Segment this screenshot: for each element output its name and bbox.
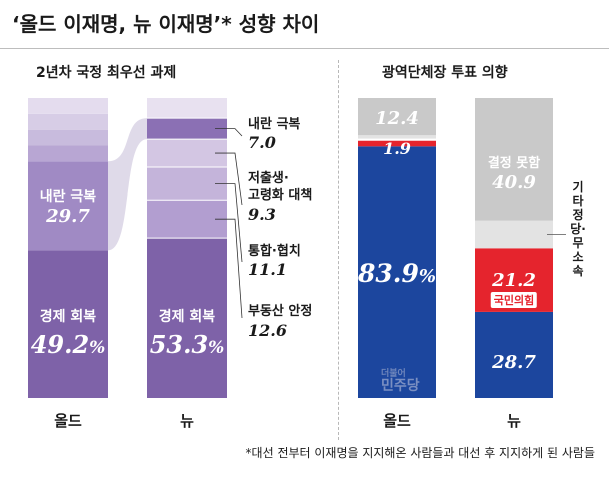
old-other-bar-4 [28,98,108,114]
new-dem-bar [475,311,553,398]
footnote: *대선 전부터 이재명을 지지해온 사람들과 대선 후 지지하게 된 사람들 [245,446,595,460]
ann-tonghap-value: 11.1 [248,260,287,279]
other-party-label: 기타 정당·무소속 [570,180,586,278]
ann-birth-label-2: 고령화 대책 [248,188,313,203]
old-undecided-bar [358,98,436,136]
new-undecided-bar [475,98,553,221]
old-undecided-value: 12.4 [375,108,419,129]
chart-divider [338,60,339,440]
new-birth-bar [147,139,227,167]
left-xlabel-old: 올드 [54,412,82,430]
new-econ-label: 경제 회복 [158,309,216,325]
page-title: ‘올드 이재명, 뉴 이재명’* 성향 차이 [12,12,320,36]
annotation-leader-1 [215,128,243,137]
old-dem-value: 83.9% [358,259,436,288]
ann-tonghap-label: 통합·협치 [248,244,301,259]
naeran-connector [108,118,147,251]
old-ppp-value: 1.9 [383,139,411,158]
old-other-bar-2 [28,129,108,146]
old-econ-value: 49.2% [30,330,106,359]
old-econ-bar [28,250,108,398]
new-tonghap-bar [147,167,227,201]
old-naeran-bar [28,161,108,251]
right-chart-title: 광역단체장 투표 의향 [382,65,508,81]
old-ppp-bar [358,140,436,147]
left-xlabel-new: 뉴 [180,412,194,430]
new-housing-bar [147,200,227,239]
ann-housing-value: 12.6 [248,321,287,340]
new-econ-value: 53.3% [149,330,225,359]
old-naeran-label: 내란 극복 [39,189,97,205]
ann-naeran-label: 내란 극복 [248,117,301,132]
old-dem-bar [358,146,436,398]
new-econ-bar [147,238,227,398]
title-divider [0,48,609,49]
old-naeran-value: 29.7 [46,206,90,227]
left-chart-title: 2년차 국정 최우선 과제 [36,65,177,81]
new-other-bar [147,98,227,119]
ppp-logo: 국민의힘 [490,292,538,308]
new-other-bar [475,220,553,249]
dem-logo-small: 더불어 [381,369,406,379]
old-other-bar-1 [28,145,108,162]
new-naeran-bar [147,118,227,140]
old-other-bar [358,135,436,141]
new-dem-value: 28.7 [492,352,536,373]
annotation-leader-4 [215,218,243,319]
right-xlabel-new: 뉴 [507,412,521,430]
ann-naeran-value: 7.0 [248,133,276,152]
dem-logo: 민주당 [381,378,420,394]
annotation-leader-3 [215,183,243,263]
new-undecided-value: 40.9 [492,172,536,193]
ann-birth-label-1: 저출생· [248,171,289,186]
annotation-leader-2 [215,152,243,206]
old-econ-label: 경제 회복 [39,309,97,325]
ann-housing-label: 부동산 안정 [248,304,313,319]
old-other-bar-3 [28,113,108,130]
ann-birth-value: 9.3 [248,205,276,224]
new-ppp-value: 21.2 [492,270,536,291]
new-undecided-label: 결정 못함 [487,156,541,171]
right-xlabel-old: 올드 [383,412,411,430]
